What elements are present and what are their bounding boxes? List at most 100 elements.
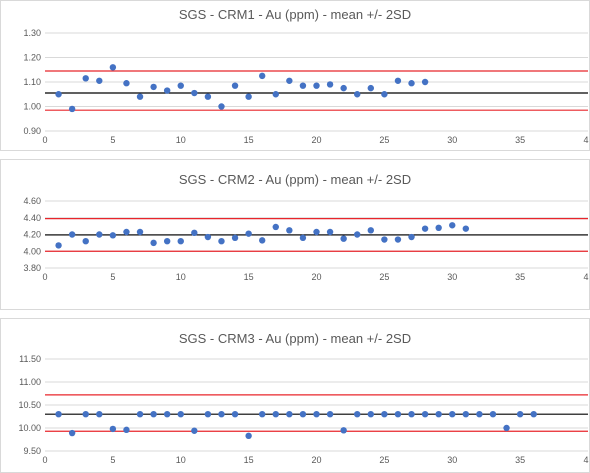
chart-crm2: SGS - CRM2 - Au (ppm) - mean +/- 2SD 3.80… [0, 159, 590, 310]
data-point [123, 80, 130, 87]
data-point [96, 231, 103, 238]
x-tick-label: 4 [583, 135, 588, 145]
data-point [435, 224, 442, 231]
data-point [245, 230, 252, 237]
x-tick-label: 35 [515, 135, 525, 145]
y-tick-label: 1.00 [23, 102, 41, 112]
x-tick-label: 10 [176, 135, 186, 145]
data-point [326, 411, 334, 418]
x-tick-label: 30 [447, 455, 457, 465]
data-point [245, 432, 252, 440]
data-point [231, 82, 239, 89]
x-tick-label: 30 [447, 272, 457, 282]
data-point [204, 411, 212, 418]
data-point [96, 411, 103, 418]
data-point [449, 411, 456, 418]
x-tick-label: 30 [447, 135, 457, 145]
data-point [272, 91, 279, 98]
data-point [68, 105, 76, 113]
data-point [340, 235, 347, 242]
y-tick-label: 10.00 [18, 423, 41, 433]
data-point [381, 411, 388, 418]
y-tick-label: 1.20 [23, 53, 41, 63]
x-tick-label: 5 [110, 455, 115, 465]
x-tick-label: 35 [515, 272, 525, 282]
data-point [340, 427, 347, 434]
data-point [354, 231, 361, 238]
chart-title: SGS - CRM3 - Au (ppm) - mean +/- 2SD [179, 331, 411, 346]
data-point [449, 222, 456, 229]
data-point [82, 75, 89, 82]
data-point [109, 425, 117, 433]
data-point [136, 411, 144, 418]
data-point [231, 234, 239, 242]
x-tick-label: 5 [110, 135, 115, 145]
chart-crm1: SGS - CRM1 - Au (ppm) - mean +/- 2SD 0.90… [0, 0, 590, 151]
data-point [530, 411, 537, 418]
x-tick-label: 0 [42, 455, 47, 465]
y-tick-label: 1.30 [23, 28, 41, 38]
data-point [462, 411, 470, 418]
data-point [421, 78, 429, 86]
x-tick-label: 0 [42, 272, 47, 282]
data-point [109, 64, 117, 71]
data-point [163, 238, 171, 245]
x-tick-label: 10 [176, 455, 186, 465]
data-point [381, 236, 388, 243]
data-point [476, 411, 483, 418]
data-point [394, 77, 402, 84]
y-tick-label: 4.60 [23, 196, 41, 206]
data-point [516, 411, 524, 418]
x-tick-label: 10 [176, 272, 186, 282]
y-tick-label: 11.50 [19, 354, 41, 364]
y-tick-label: 9.50 [23, 446, 41, 456]
data-point [354, 411, 361, 418]
x-tick-label: 20 [311, 272, 321, 282]
chart-crm3: SGS - CRM3 - Au (ppm) - mean +/- 2SD 9.50… [0, 318, 590, 473]
data-point [177, 411, 184, 418]
data-point [245, 93, 252, 100]
data-point [313, 82, 320, 89]
data-point [150, 411, 157, 418]
data-point [421, 225, 429, 232]
data-point [96, 77, 103, 84]
data-point [82, 238, 89, 245]
x-tick-label: 5 [110, 272, 115, 282]
x-tick-label: 4 [583, 455, 588, 465]
x-tick-label: 15 [244, 455, 254, 465]
data-point [55, 91, 62, 98]
data-point [259, 72, 266, 80]
data-point [408, 411, 415, 418]
data-point [163, 87, 171, 94]
y-tick-label: 1.10 [23, 77, 41, 87]
data-point [340, 84, 347, 92]
x-tick-label: 15 [244, 135, 254, 145]
data-point [204, 93, 212, 100]
data-point [136, 93, 144, 100]
data-point [177, 82, 184, 89]
data-point [326, 228, 334, 236]
data-point [231, 411, 239, 418]
data-point [163, 411, 171, 418]
y-tick-label: 11.00 [19, 377, 41, 387]
data-point [123, 228, 130, 236]
data-point [286, 227, 293, 234]
data-point [408, 80, 415, 87]
data-point [55, 242, 62, 249]
data-point [272, 223, 279, 231]
data-point [299, 234, 307, 242]
y-tick-label: 4.20 [23, 230, 41, 240]
data-point [191, 427, 198, 434]
data-point [218, 103, 225, 110]
x-tick-label: 25 [379, 135, 389, 145]
chart-title: SGS - CRM2 - Au (ppm) - mean +/- 2SD [179, 172, 411, 187]
x-tick-label: 0 [42, 135, 47, 145]
x-tick-label: 15 [244, 272, 254, 282]
data-point [503, 424, 510, 432]
data-point [435, 411, 442, 418]
x-tick-label: 20 [311, 135, 321, 145]
x-tick-label: 25 [379, 272, 389, 282]
data-point [367, 227, 374, 234]
data-point [218, 238, 225, 245]
